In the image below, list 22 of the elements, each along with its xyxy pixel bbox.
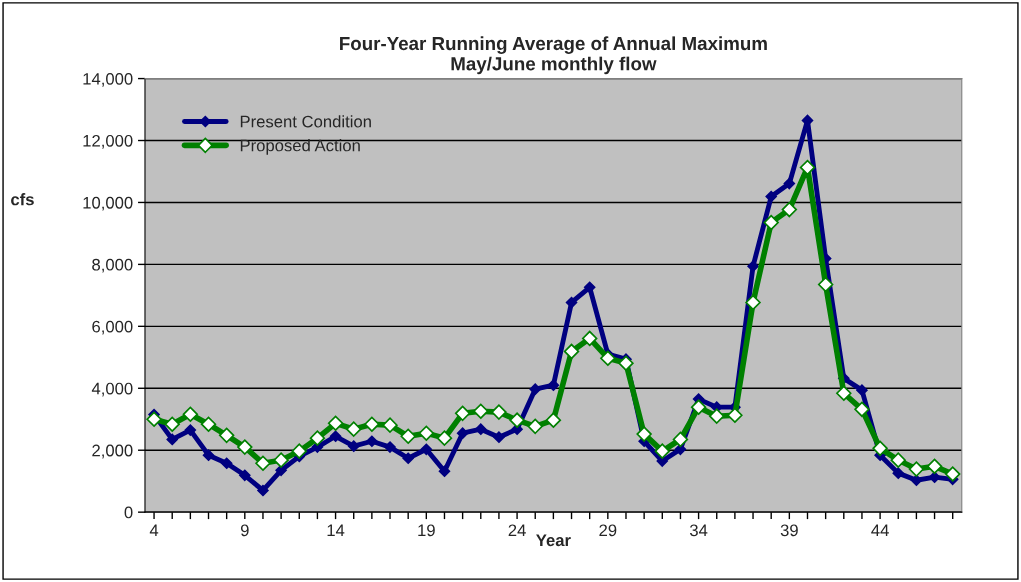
y-tick-label: 4,000: [91, 382, 133, 397]
x-tick-label: 34: [689, 524, 708, 537]
x-tick-label: 24: [508, 524, 526, 537]
x-tick-label: 44: [871, 524, 889, 537]
y-axis-title: cfs: [11, 193, 34, 206]
y-tick-label: 10,000: [83, 196, 133, 211]
y-tick-label: 14,000: [83, 72, 133, 87]
y-tick-label: 6,000: [92, 320, 133, 335]
x-tick-label: 29: [599, 524, 617, 537]
x-tick-label: 19: [418, 524, 435, 537]
chart-title: Four-Year Running Average of Annual Maximum May/June monthly flow: [340, 36, 767, 75]
legend-label: Proposed Action: [240, 139, 360, 155]
y-tick-label: 0: [124, 506, 133, 519]
y-tick-label: 8,000: [92, 258, 133, 273]
x-tick-label: 14: [327, 524, 345, 537]
y-tick-label: 12,000: [83, 134, 133, 149]
legend-label: Present Condition: [240, 115, 371, 128]
x-tick-label: 4: [149, 524, 159, 537]
x-tick-label: 39: [780, 524, 798, 537]
y-tick-label: 2,000: [92, 444, 133, 459]
x-tick-label: 9: [240, 524, 249, 537]
x-axis-title: Year: [536, 534, 571, 547]
